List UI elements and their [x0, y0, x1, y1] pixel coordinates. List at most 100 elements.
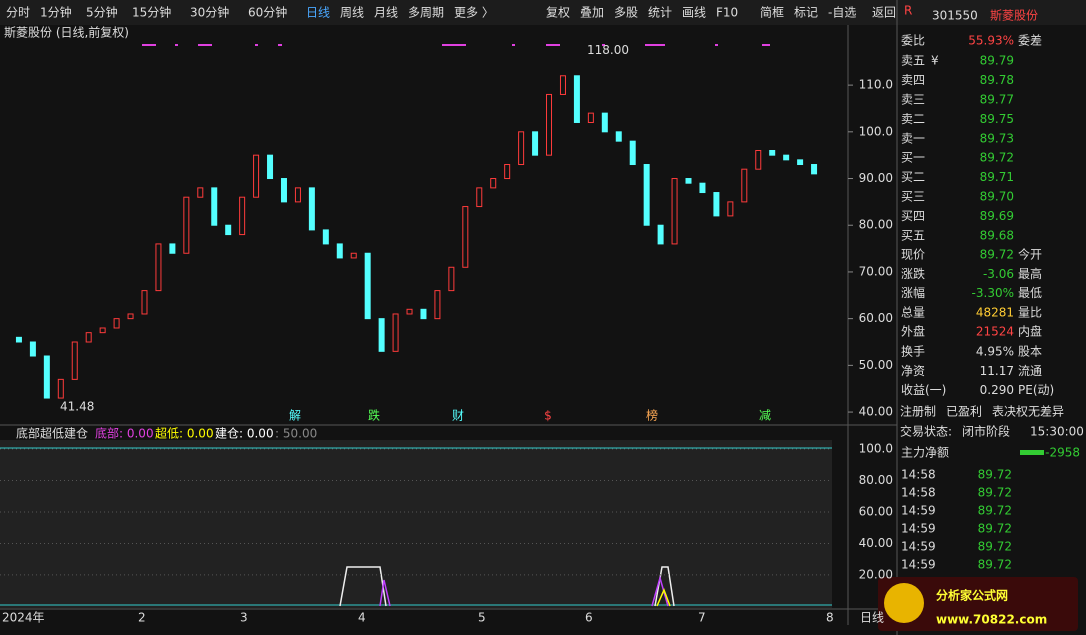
toolbar-button[interactable]: 多股: [614, 6, 638, 20]
toolbar-button[interactable]: F10: [716, 6, 738, 20]
toolbar-button[interactable]: 30分钟: [190, 5, 229, 20]
toolbar-button[interactable]: 更多 〉: [454, 6, 494, 20]
candle: [99, 327, 106, 334]
event-tag: 跌: [368, 408, 380, 423]
candle: [85, 332, 92, 343]
row-label: 卖五: [901, 54, 925, 68]
y-tick-label: 70.00: [859, 264, 893, 278]
candle: [239, 196, 246, 236]
toolbar-button[interactable]: 日线: [306, 6, 330, 20]
row-value: 89.78: [980, 73, 1014, 87]
tick-time: 14:58: [901, 468, 936, 482]
candle: [364, 252, 371, 320]
flow-bar: [1020, 450, 1044, 455]
row-label: 买一: [901, 151, 925, 165]
candle: [713, 192, 720, 217]
row-label: 涨幅: [901, 285, 925, 300]
tick-time: 14:59: [901, 540, 936, 554]
row-value: 89.73: [980, 132, 1014, 146]
toolbar-button[interactable]: 周线: [340, 6, 364, 20]
x-tick-label: 2024年: [2, 611, 45, 625]
row-label: 收益(一): [901, 383, 946, 397]
candle: [573, 75, 580, 123]
row-value: 89.69: [980, 209, 1014, 223]
candle: [629, 140, 636, 166]
toolbar-button[interactable]: -自选: [828, 6, 856, 20]
status: 交易状态:: [900, 424, 952, 439]
toolbar-button[interactable]: 分时: [6, 6, 30, 20]
indicator-line: [654, 566, 675, 607]
indicator-title: 底部超低建仓: [16, 426, 88, 441]
y-tick-label: 80.00: [859, 218, 893, 232]
candle: [727, 201, 734, 217]
row-value: 89.72: [980, 248, 1014, 262]
logo-url: www.70822.com: [936, 613, 1047, 627]
row-value: 89.79: [980, 54, 1014, 68]
row-label: 最低: [1018, 286, 1042, 300]
row-label: 买三: [901, 190, 925, 204]
tick-price: 89.72: [978, 468, 1012, 482]
candle: [280, 178, 287, 203]
toolbar-button[interactable]: 多周期: [408, 6, 444, 20]
toolbar-button[interactable]: 叠加: [580, 6, 604, 20]
stock-code: 301550: [932, 9, 978, 23]
row-label: 卖三: [901, 93, 925, 107]
toolbar-button[interactable]: 5分钟: [86, 5, 118, 20]
y-tick-label: 60.00: [859, 311, 893, 325]
candle: [448, 266, 455, 292]
toolbar-button[interactable]: 复权: [546, 6, 570, 20]
stock-name: 斯菱股份: [990, 9, 1038, 23]
candle: [685, 178, 692, 184]
candle: [378, 318, 385, 352]
candle: [336, 243, 343, 259]
candle: [518, 131, 525, 166]
candle: [769, 150, 776, 156]
toolbar-button[interactable]: 统计: [648, 6, 672, 20]
candle: [29, 341, 36, 357]
tag: 注册制: [900, 404, 936, 419]
toolbar-button[interactable]: 画线: [682, 6, 706, 20]
candle: [559, 75, 566, 95]
event-tag: 财: [452, 409, 464, 423]
event-tag: 解: [289, 409, 301, 423]
candle: [699, 182, 706, 194]
status: 闭市阶段: [962, 424, 1010, 439]
indicator-value: 超低: 0.00: [155, 426, 214, 441]
y-tick-label: 80.00: [859, 473, 893, 487]
toolbar-button[interactable]: 1分钟: [40, 5, 72, 20]
candle: [532, 131, 539, 156]
candle: [741, 168, 748, 203]
y-tick-label: 40.00: [859, 536, 893, 550]
x-tick-label: 6: [585, 611, 593, 625]
low-label: 41.48: [60, 400, 94, 414]
candle: [294, 187, 301, 203]
value: 55.93%: [968, 34, 1014, 48]
candle: [308, 187, 315, 231]
toolbar-button[interactable]: 15分钟: [132, 5, 171, 20]
tick-price: 89.72: [978, 486, 1012, 500]
tick-price: 89.72: [978, 558, 1012, 572]
indicator-value: 建仓: 0.00: [215, 427, 274, 441]
candle: [811, 164, 818, 175]
toolbar-button[interactable]: 60分钟: [248, 5, 287, 20]
tick-price: 89.72: [978, 540, 1012, 554]
candle: [797, 159, 804, 166]
y-tick-label: 100.0: [859, 441, 893, 455]
toolbar-button[interactable]: 月线: [374, 6, 398, 20]
candle: [546, 93, 553, 156]
y-tick-label: 90.00: [859, 171, 893, 185]
candle: [643, 164, 650, 226]
toolbar-button[interactable]: 返回: [872, 6, 896, 20]
candle: [211, 187, 218, 226]
toolbar-button[interactable]: 标记: [794, 6, 818, 20]
period-label: 日线: [860, 611, 884, 625]
row-label: 最高: [1018, 266, 1042, 281]
candle: [225, 224, 232, 236]
tick-time: 14:59: [901, 504, 936, 518]
toolbar-button[interactable]: 简框: [760, 6, 784, 20]
y-tick-label: 100.0: [859, 124, 893, 138]
row-label: 总量: [901, 305, 925, 319]
row-value: 89.72: [980, 151, 1014, 165]
candle: [155, 243, 162, 292]
